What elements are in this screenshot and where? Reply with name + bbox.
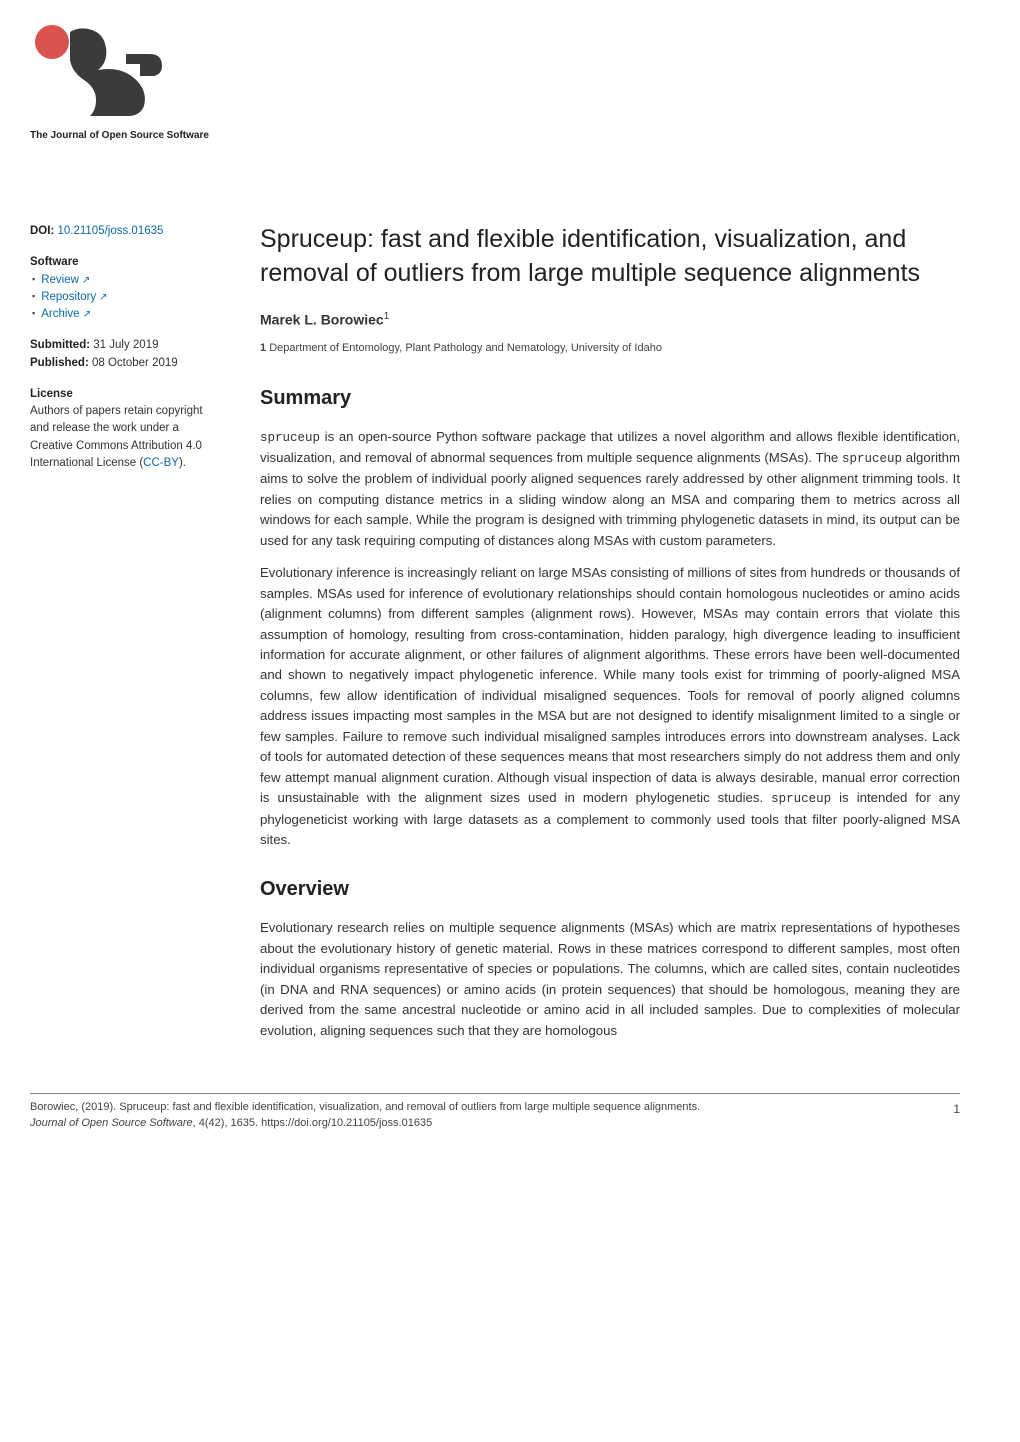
submitted-label: Submitted: (30, 339, 90, 351)
author-affil-sup: 1 (384, 311, 390, 322)
software-link-item: Review↗ (32, 272, 220, 289)
article-title: Spruceup: fast and flexible identificati… (260, 223, 960, 291)
joss-logo (30, 20, 170, 120)
published-date: 08 October 2019 (92, 357, 178, 369)
affiliation: 1 Department of Entomology, Plant Pathol… (260, 340, 960, 357)
overview-paragraph: Evolutionary research relies on multiple… (260, 918, 960, 1041)
footer-citation: Borowiec, (2019). Spruceup: fast and fle… (30, 1100, 940, 1131)
license-heading: License (30, 386, 220, 403)
software-block: Software Review↗ Repository↗ Archive↗ (30, 254, 220, 323)
author-line: Marek L. Borowiec1 (260, 309, 960, 331)
summary-heading: Summary (260, 383, 960, 413)
code-inline: spruceup (842, 452, 902, 466)
cc-by-link[interactable]: CC-BY (143, 457, 179, 469)
submitted-date: 31 July 2019 (93, 339, 158, 351)
code-inline: spruceup (260, 431, 320, 445)
summary-paragraph: spruceup is an open-source Python softwa… (260, 427, 960, 552)
software-heading: Software (30, 254, 220, 271)
page-number: 1 (940, 1100, 960, 1131)
doi-label: DOI: (30, 225, 54, 237)
dates-block: Submitted: 31 July 2019 Published: 08 Oc… (30, 337, 220, 372)
affil-text: Department of Entomology, Plant Patholog… (269, 342, 662, 354)
published-label: Published: (30, 357, 89, 369)
summary-paragraph: Evolutionary inference is increasingly r… (260, 563, 960, 850)
footer-doi-link[interactable]: https://doi.org/10.21105/joss.01635 (261, 1117, 432, 1129)
review-link[interactable]: Review (41, 274, 79, 286)
external-link-icon: ↗ (99, 292, 107, 303)
code-inline: spruceup (771, 792, 831, 806)
author-name: Marek L. Borowiec (260, 311, 384, 327)
license-block: License Authors of papers retain copyrig… (30, 386, 220, 472)
sidebar: DOI: 10.21105/joss.01635 Software Review… (30, 223, 220, 1053)
software-link-item: Archive ↗ (32, 306, 220, 323)
doi-link[interactable]: 10.21105/joss.01635 (57, 225, 163, 237)
license-text-end: ). (179, 457, 186, 469)
overview-heading: Overview (260, 874, 960, 904)
affil-num: 1 (260, 342, 266, 354)
footer: Borowiec, (2019). Spruceup: fast and fle… (30, 1100, 960, 1131)
logo-caption: The Journal of Open Source Software (30, 128, 960, 143)
footer-rule (30, 1093, 960, 1094)
external-link-icon: ↗ (83, 309, 91, 320)
external-link-icon: ↗ (82, 275, 90, 286)
journal-logo-block: The Journal of Open Source Software (30, 20, 960, 143)
footer-journal-name: Journal of Open Source Software (30, 1117, 193, 1129)
article-body: Spruceup: fast and flexible identificati… (260, 223, 960, 1053)
repository-link[interactable]: Repository (41, 291, 96, 303)
archive-link[interactable]: Archive (41, 308, 79, 320)
doi-block: DOI: 10.21105/joss.01635 (30, 223, 220, 240)
software-link-item: Repository↗ (32, 289, 220, 306)
